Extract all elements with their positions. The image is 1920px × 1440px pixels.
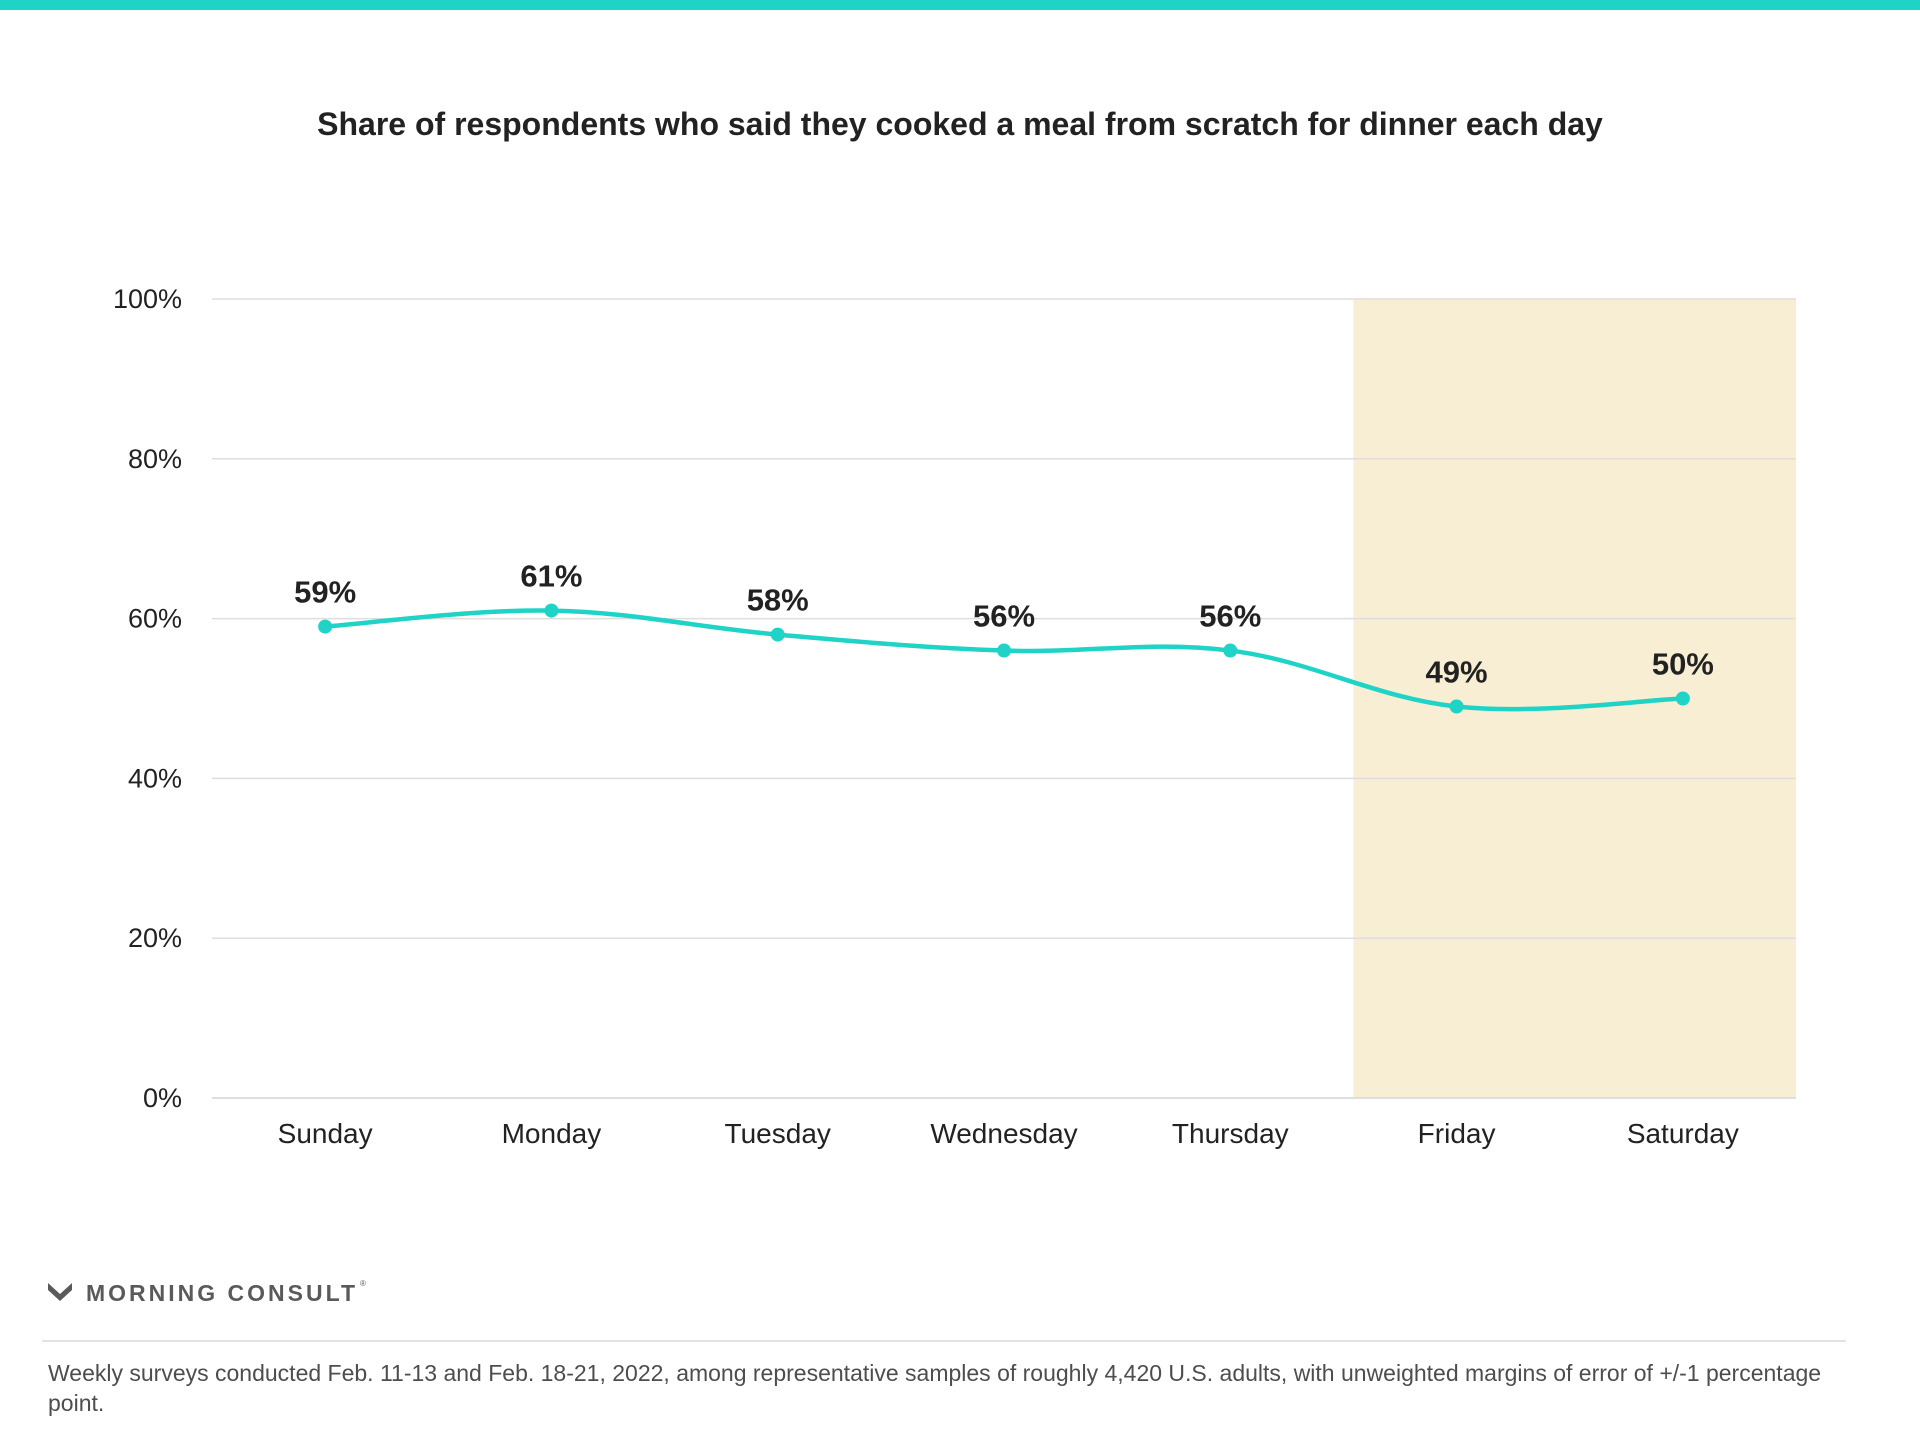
data-label: 50% [1652,647,1714,682]
data-point [1675,691,1690,706]
y-tick-label: 0% [143,1083,182,1113]
data-point [997,643,1011,658]
x-tick-label: Monday [502,1118,602,1149]
y-tick-label: 20% [128,923,182,953]
x-tick-label: Wednesday [930,1118,1077,1149]
x-tick-label: Friday [1418,1118,1496,1149]
y-tick-label: 80% [128,444,182,474]
morning-consult-logo: MORNING CONSULT ® [46,1278,366,1308]
top-accent-bar [0,0,1920,10]
y-tick-label: 40% [128,763,182,793]
chart-title: Share of respondents who said they cooke… [317,106,1603,142]
data-label: 58% [747,583,809,618]
line-chart: 0% 20% 40% 60% 80% 100% Sunday Monday Tuesday Wed… [113,284,1796,1149]
data-label: 56% [973,599,1035,634]
data-point [1223,643,1238,658]
x-tick-label: Tuesday [725,1118,831,1149]
x-tick-label: Thursday [1172,1118,1289,1149]
methodology-note: Weekly surveys conducted Feb. 11-13 and … [48,1360,1822,1416]
x-tick-label: Sunday [278,1118,373,1149]
data-point [318,619,333,634]
x-tick-label: Saturday [1627,1118,1739,1149]
data-label: 59% [294,575,356,610]
y-tick-label: 100% [113,284,182,314]
data-label: 56% [1199,599,1261,634]
data-label: 49% [1426,654,1488,689]
y-tick-label: 60% [128,604,182,634]
data-point [544,603,559,618]
data-label: 61% [520,559,582,594]
data-point [770,627,785,642]
footer-divider [42,1340,1846,1342]
morning-consult-m-icon [48,1283,72,1301]
data-point [1449,699,1464,714]
registered-mark-icon: ® [360,1278,366,1288]
logo-text: MORNING CONSULT [86,1279,359,1306]
weekend-highlight-band [1353,299,1796,1098]
